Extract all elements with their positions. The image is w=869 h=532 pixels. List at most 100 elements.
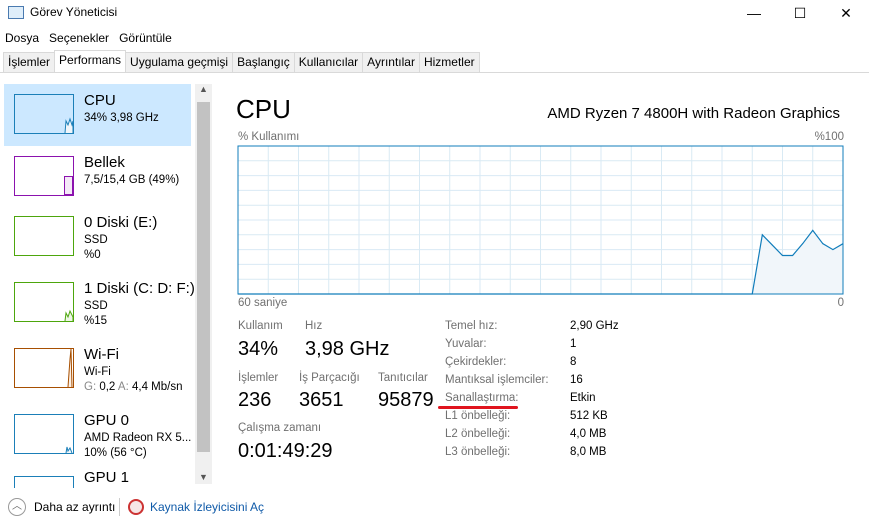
footer: ︿ Daha az ayrıntı Kaynak İzleyicisini Aç [0,490,869,532]
maximize-button[interactable]: ☐ [793,5,807,21]
uptime-label: Çalışma zamanı [238,422,322,434]
red-underline-annotation [438,406,518,409]
minimize-button[interactable]: — [747,5,761,21]
spec-label: L3 önbelleği: [445,446,511,458]
spec-label: Mantıksal işlemciler: [445,374,549,386]
sidebar-item-wifi[interactable]: Wi-Fi Wi-Fi G: 0,2 A: 4,4 Mb/sn [4,338,191,400]
sidebar-item-name: Bellek [84,154,125,171]
processes-label: İşlemler [238,372,279,384]
sidebar-item-detail: %15 [84,315,108,327]
spec-value: 8,0 MB [570,446,607,458]
sidebar-item-detail: Wi-Fi [84,366,111,378]
data-point [832,249,834,251]
chart-border [237,145,844,295]
sidebar-item-cpu[interactable]: CPU 34% 3,98 GHz [4,84,191,146]
spec-label: Temel hız: [445,320,498,332]
title-bar: Görev Yöneticisi — ☐ ✕ [0,0,869,26]
scroll-down-icon[interactable]: ▼ [199,472,208,482]
sidebar-item-detail: 34% 3,98 GHz [84,112,159,124]
spec-value: 1 [570,338,577,350]
sidebar-item-name: 1 Diski (C: D: F:) [84,280,194,297]
tab-bar: İşlemler Performans Uygulama geçmişi Baş… [3,50,480,72]
spec-label: Yuvalar: [445,338,487,350]
data-point [782,255,783,257]
tab-app-history[interactable]: Uygulama geçmişi [125,52,234,72]
spec-label: L1 önbelleği: [445,410,511,422]
tab-services[interactable]: Hizmetler [418,52,480,72]
tab-details[interactable]: Ayrıntılar [362,52,420,72]
sidebar-item-detail: 10% (56 °C) [84,447,147,459]
threads-label: İş Parçacığı [299,372,360,384]
sidebar-item-detail: 7,5/15,4 GB (49%) [84,174,180,186]
spec-value: 2,90 GHz [570,320,619,332]
menu-file[interactable]: Dosya [5,31,40,45]
sidebar-item-memory[interactable]: Bellek 7,5/15,4 GB (49%) [4,146,191,208]
cpu-model: AMD Ryzen 7 4800H with Radeon Graphics [547,105,840,122]
gpu-1-thumbnail [14,476,74,488]
sidebar-item-disk-0[interactable]: 0 Diski (E:) SSD %0 [4,206,191,268]
processes-value: 236 [238,389,272,411]
window-title: Görev Yöneticisi [30,5,118,19]
sidebar-item-detail: G: 0,2 A: 4,4 Mb/sn [84,381,182,393]
zero-label: 0 [837,297,844,309]
sidebar-item-detail: SSD [84,234,108,246]
usage-label: Kullanım [238,320,283,332]
sidebar-item-gpu-1[interactable]: GPU 1 [4,466,191,488]
tab-startup[interactable]: Başlangıç [232,52,295,72]
spec-value: 16 [570,374,583,386]
tab-processes[interactable]: İşlemler [3,52,56,72]
handles-label: Tanıtıcılar [378,372,428,384]
chevron-up-icon[interactable]: ︿ [8,498,26,516]
receive-label: G: [84,381,97,393]
memory-thumbnail [14,156,74,196]
wifi-thumbnail [14,348,74,388]
sidebar-item-name: CPU [84,92,116,109]
spec-value: 8 [570,356,577,368]
data-point [802,243,804,245]
handles-value: 95879 [378,389,434,411]
send-value: 4,4 Mb/sn [131,381,183,393]
divider [119,498,120,516]
data-point [822,243,824,245]
usage-area [238,230,843,294]
menu-options[interactable]: Seçenekler [49,31,110,45]
close-button[interactable]: ✕ [840,5,852,21]
max-label: %100 [814,131,844,143]
tab-performance[interactable]: Performans [54,50,127,72]
sidebar-item-name: 0 Diski (E:) [84,214,158,231]
tab-users[interactable]: Kullanıcılar [293,52,364,72]
data-point [771,244,773,246]
receive-value: 0,2 [99,381,116,393]
spec-value: 512 KB [570,410,608,422]
scrollbar-thumb[interactable] [197,102,210,452]
spec-label: Sanallaştırma: [445,392,519,404]
sidebar-item-gpu-0[interactable]: GPU 0 AMD Radeon RX 5... 10% (56 °C) [4,404,191,466]
sidebar: CPU 34% 3,98 GHz Bellek 7,5/15,4 GB (49%… [0,73,194,488]
task-manager-icon [8,6,24,19]
disk-1-thumbnail [14,282,74,322]
disk-0-thumbnail [14,216,74,256]
fewer-details-link[interactable]: Daha az ayrıntı [34,500,116,514]
sidebar-item-name: Wi-Fi [84,346,119,363]
sidebar-item-detail: AMD Radeon RX 5... [84,432,192,444]
usage-value: 34% [238,338,279,360]
spec-value: Etkin [570,392,596,404]
scroll-up-icon[interactable]: ▲ [199,84,208,94]
threads-value: 3651 [299,389,344,411]
time-axis-label: 60 saniye [238,297,288,309]
uptime-value: 0:01:49:29 [238,440,333,462]
menu-view[interactable]: Görüntüle [119,31,172,45]
page-title: CPU [236,94,291,124]
send-label: A: [117,381,129,393]
data-point [792,255,794,257]
sidebar-item-disk-1[interactable]: 1 Diski (C: D: F:) SSD %15 [4,272,194,334]
data-point [812,229,814,231]
usage-axis-label: % Kullanımı [238,131,300,143]
resource-monitor-icon [128,499,144,515]
speed-value: 3,98 GHz [305,338,390,360]
sidebar-item-detail: SSD [84,300,108,312]
cpu-usage-chart [237,145,844,295]
sidebar-item-name: GPU 1 [84,469,130,486]
spec-label: Çekirdekler: [445,356,507,368]
open-resource-monitor-link[interactable]: Kaynak İzleyicisini Aç [150,500,265,514]
